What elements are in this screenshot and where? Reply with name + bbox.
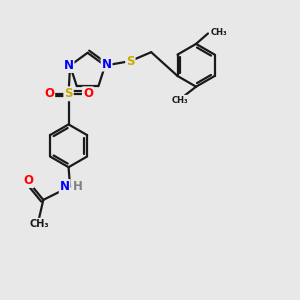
Text: S: S: [126, 55, 135, 68]
Text: N: N: [64, 59, 74, 72]
Text: O: O: [83, 87, 93, 100]
Text: O: O: [23, 174, 33, 187]
Text: N: N: [60, 180, 70, 193]
Text: N: N: [102, 58, 112, 70]
Text: H: H: [73, 180, 82, 193]
Text: CH₃: CH₃: [29, 219, 49, 229]
Text: S: S: [64, 87, 73, 100]
Text: O: O: [44, 87, 54, 100]
Text: CH₃: CH₃: [171, 96, 188, 105]
Text: CH₃: CH₃: [211, 28, 228, 37]
